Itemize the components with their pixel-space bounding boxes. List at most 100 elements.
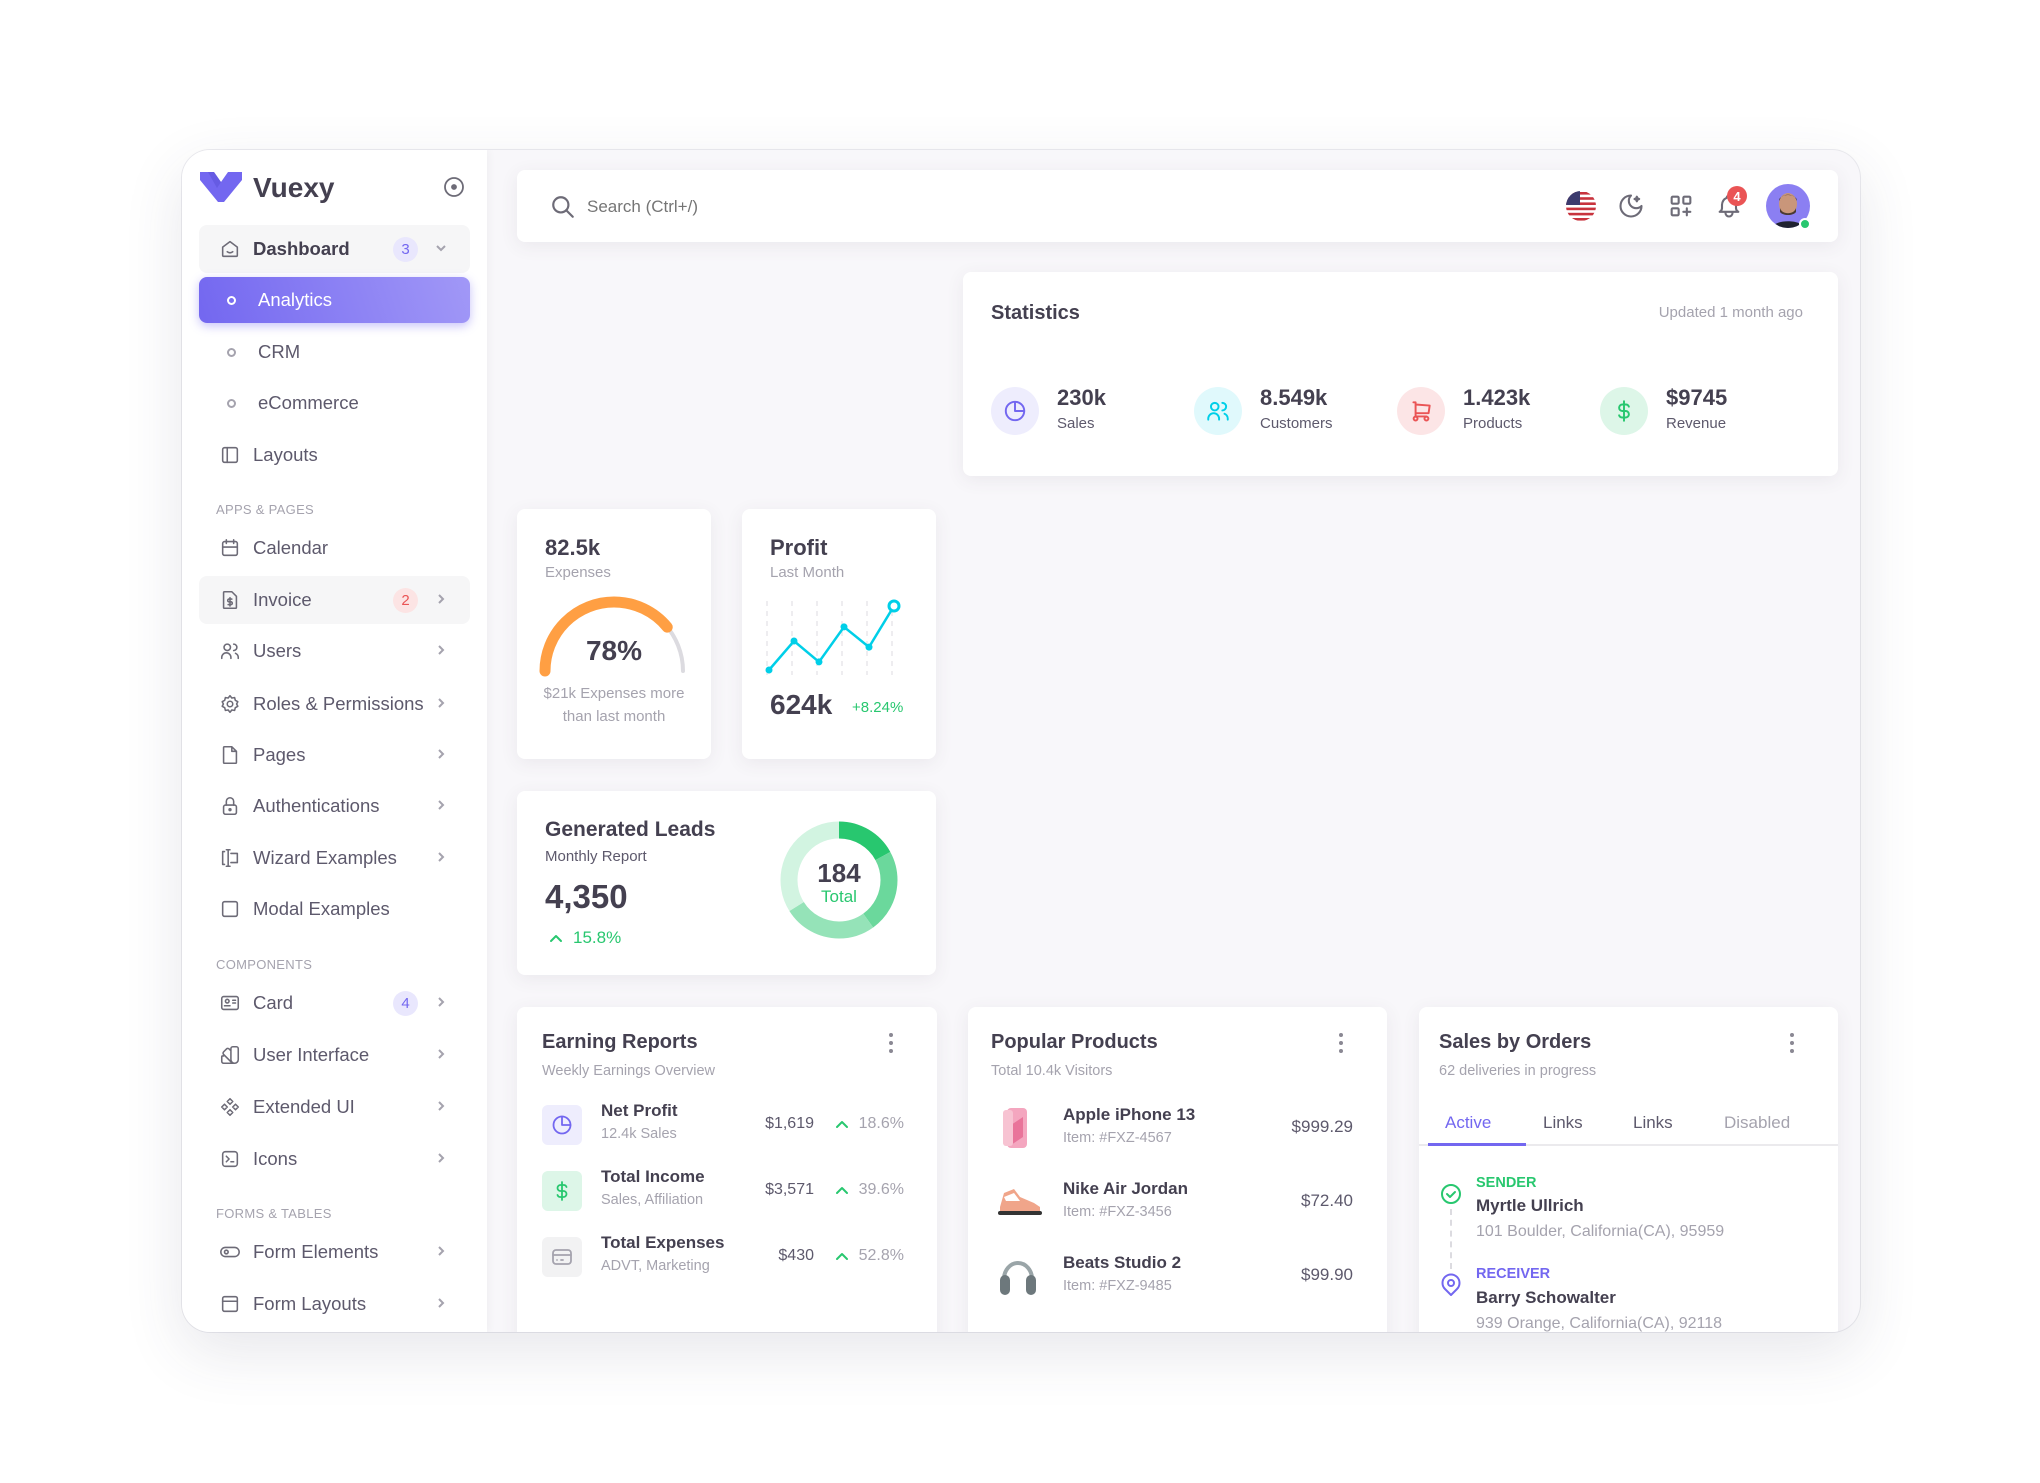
- stat-value: 230k: [1057, 385, 1106, 410]
- earning-row-total-expenses: Total Expenses ADVT, Marketing $430 52.8…: [517, 1233, 937, 1293]
- leads-title: Generated Leads: [545, 818, 716, 841]
- sidebar-item-modal-examples[interactable]: Modal Examples: [199, 885, 470, 933]
- sidebar-item-card[interactable]: Card 4: [199, 979, 470, 1027]
- tab-links-2[interactable]: Links: [1633, 1113, 1673, 1132]
- cart-icon: [1412, 401, 1431, 422]
- users-icon: [1207, 401, 1229, 421]
- sidebar-item-calendar[interactable]: Calendar: [199, 524, 470, 572]
- more-options-icon[interactable]: [1338, 1033, 1344, 1055]
- product-row[interactable]: Apple iPhone 13 Item: #FXZ-4567 $999.29: [968, 1105, 1387, 1167]
- more-options-icon[interactable]: [888, 1033, 894, 1055]
- timeline-line: [1450, 1209, 1452, 1269]
- products-title: Popular Products: [991, 1031, 1158, 1053]
- chevron-right-icon: [438, 997, 445, 1007]
- row-title: Net Profit: [601, 1101, 678, 1120]
- search-icon[interactable]: [550, 194, 576, 220]
- earning-row-net-profit: Net Profit 12.4k Sales $1,619 18.6%: [517, 1101, 937, 1161]
- stat-label: Sales: [1057, 415, 1095, 432]
- sidebar-item-icons[interactable]: Icons: [199, 1135, 470, 1183]
- stat-value: $9745: [1666, 385, 1728, 410]
- chevron-up-icon: [550, 935, 562, 942]
- map-pin-icon: [1441, 1273, 1461, 1296]
- row-title: Total Expenses: [601, 1233, 725, 1252]
- sidebar-item-roles-permissions[interactable]: Roles & Permissions: [199, 680, 470, 728]
- row-percent: 52.8%: [858, 1247, 904, 1264]
- sparkline-point: [840, 623, 848, 631]
- nav-label: Form Layouts: [253, 1293, 367, 1314]
- sidebar-item-invoice[interactable]: Invoice 2: [199, 576, 470, 624]
- generated-leads-card: Generated Leads Monthly Report 4,350 15.…: [517, 791, 936, 975]
- row-subtitle: Sales, Affiliation: [601, 1192, 704, 1208]
- apps-grid-icon[interactable]: [1667, 192, 1695, 220]
- product-row[interactable]: Nike Air Jordan Item: #FXZ-3456 $72.40: [968, 1179, 1387, 1241]
- layouts-label: Layouts: [253, 444, 318, 465]
- sidebar-item-ecommerce[interactable]: eCommerce: [199, 379, 470, 427]
- nav-label: Calendar: [253, 537, 329, 558]
- credit-card-icon: [552, 1249, 572, 1265]
- sidebar-item-pages[interactable]: Pages: [199, 731, 470, 779]
- nav-label: User Interface: [253, 1044, 370, 1065]
- dashboard-badge: 3: [393, 237, 418, 262]
- section-apps-pages: APPS & PAGES: [216, 502, 315, 517]
- product-price: $72.40: [1301, 1191, 1353, 1210]
- layout-navbar-icon: [221, 1295, 239, 1313]
- search-input[interactable]: [587, 192, 1087, 222]
- nav-label: Extended UI: [253, 1096, 355, 1117]
- id-card-icon: [220, 995, 240, 1011]
- stat-label: Customers: [1260, 415, 1333, 432]
- tab-disabled: Disabled: [1724, 1113, 1791, 1132]
- stat-value: 1.423k: [1463, 385, 1531, 410]
- analytics-label: Analytics: [258, 289, 333, 310]
- nav-label: Wizard Examples: [253, 847, 397, 868]
- stat-label: Revenue: [1666, 415, 1727, 432]
- sender-address: 101 Boulder, California(CA), 95959: [1476, 1223, 1725, 1240]
- avatar[interactable]: [1766, 184, 1810, 228]
- sidebar-item-users[interactable]: Users: [199, 627, 470, 675]
- donut-segment: [780, 821, 898, 939]
- sidebar-item-analytics[interactable]: Analytics: [199, 277, 470, 323]
- expenses-label: Expenses: [545, 564, 611, 581]
- chevron-down-icon: [436, 245, 446, 252]
- sidebar-item-dashboard[interactable]: Dashboard 3: [199, 225, 470, 273]
- app-window: Vuexy Dashboard 3 Analytics CRM eCommerc…: [182, 150, 1860, 1332]
- product-name: Nike Air Jordan: [1063, 1179, 1189, 1198]
- sidebar-item-form-elements[interactable]: Form Elements: [199, 1228, 470, 1276]
- sparkline-point: [790, 637, 798, 645]
- avatar-photo: [1772, 193, 1804, 228]
- tab-active[interactable]: Active: [1445, 1113, 1492, 1132]
- sidebar-item-user-interface[interactable]: User Interface: [199, 1031, 470, 1079]
- row-subtitle: ADVT, Marketing: [601, 1258, 710, 1274]
- nav-label: Card: [253, 992, 294, 1013]
- earning-title: Earning Reports: [542, 1031, 698, 1053]
- sneaker-image: [998, 1189, 1042, 1215]
- sidebar-item-crm[interactable]: CRM: [199, 328, 470, 376]
- sidebar: Vuexy Dashboard 3 Analytics CRM eCommerc…: [182, 150, 487, 1332]
- sidebar-item-extended-ui[interactable]: Extended UI: [199, 1083, 470, 1131]
- chevron-right-icon: [438, 594, 445, 604]
- row-title: Total Income: [601, 1167, 705, 1186]
- sidebar-item-wizard-examples[interactable]: Wizard Examples: [199, 834, 470, 882]
- leads-donut-chart: [780, 821, 898, 939]
- stat-value: 8.549k: [1260, 385, 1328, 410]
- more-options-icon[interactable]: [1789, 1033, 1795, 1055]
- chevron-right-icon: [438, 1101, 445, 1111]
- calendar-icon: [221, 538, 239, 557]
- sidebar-item-layouts[interactable]: Layouts: [199, 431, 470, 479]
- leads-value: 4,350: [545, 878, 628, 915]
- chevron-right-icon: [438, 852, 445, 862]
- section-components: COMPONENTS: [216, 957, 313, 972]
- moon-stars-icon[interactable]: [1617, 192, 1645, 220]
- orders-subtitle: 62 deliveries in progress: [1439, 1063, 1597, 1079]
- circle-icon: [227, 398, 236, 408]
- product-row[interactable]: Beats Studio 2 Item: #FXZ-9485 $99.90: [968, 1253, 1387, 1315]
- nav-label: Pages: [253, 744, 306, 765]
- sidebar-item-authentications[interactable]: Authentications: [199, 782, 470, 830]
- ecommerce-label: eCommerce: [258, 392, 359, 413]
- statistics-title: Statistics: [991, 302, 1080, 324]
- sidebar-item-form-layouts[interactable]: Form Layouts: [199, 1280, 470, 1328]
- product-price: $99.90: [1301, 1265, 1353, 1284]
- lock-icon: [222, 796, 238, 816]
- tab-links[interactable]: Links: [1543, 1113, 1583, 1132]
- flag-us-icon[interactable]: [1565, 190, 1597, 222]
- pin-sidebar-toggle-icon[interactable]: [443, 176, 465, 198]
